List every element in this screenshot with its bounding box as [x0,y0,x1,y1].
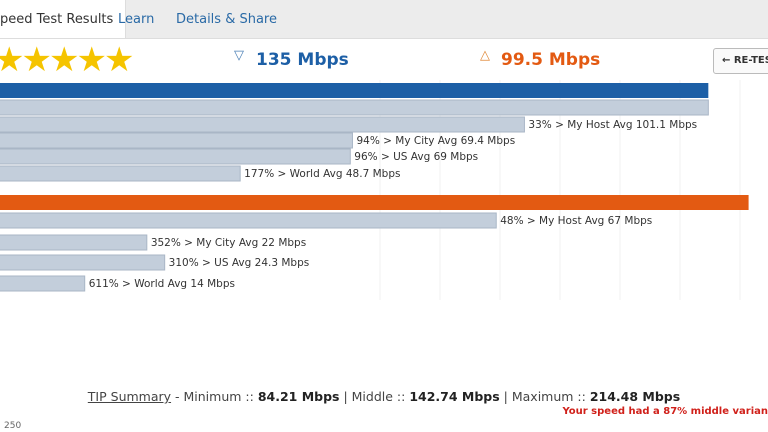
summary-value: 214.48 Mbps [589,389,681,404]
comparison-label: 48% > My Host Avg 67 Mbps [500,215,652,227]
summary: TIP Summary - Minimum :: 84.21 Mbps | Mi… [0,389,768,404]
summary-text: | Maximum :: [499,389,590,404]
summary-value: 142.74 Mbps [409,389,500,404]
summary-text: | Middle :: [339,389,410,404]
comparison-bar [0,275,86,292]
comparison-bar [0,254,166,271]
summary-value: 84.21 Mbps [257,389,340,404]
comparison-bar [0,116,525,133]
star: ★ [0,40,25,80]
comparison-label: 177% > World Avg 48.7 Mbps [244,168,400,180]
speed-bar [0,83,709,98]
comparison-bar [0,212,497,229]
tab-bar: peed Test Results Learn Details & Share [0,0,768,39]
tab[interactable]: Details & Share [176,12,277,27]
download-icon: ▽ [234,48,244,63]
retest-button[interactable]: ← RE-TES [713,48,768,74]
comparison-label: 611% > World Avg 14 Mbps [89,278,235,290]
axis-label: 250 [4,421,22,431]
summary-text: - Minimum :: [171,389,258,404]
comparison-label: 352% > My City Avg 22 Mbps [151,237,306,249]
comparison-bar [0,165,241,182]
download-speed: 135 Mbps [256,50,349,70]
comparison-bar [0,234,148,251]
comparison-bar [0,148,351,165]
rating-stars: ★★★★★ [0,40,135,80]
comparison-bar [0,99,709,116]
star: ★ [103,40,135,80]
upload-icon: △ [480,48,490,63]
star: ★ [21,40,52,80]
comparison-label: 33% > My Host Avg 101.1 Mbps [528,119,697,131]
comparison-bar [0,132,353,149]
variance-note: Your speed had a 87% middle varian [562,406,768,417]
comparison-label: 94% > My City Avg 69.4 Mbps [356,135,515,147]
tab[interactable]: Learn [118,12,155,27]
speed-bar [0,195,749,210]
comparison-label: 310% > US Avg 24.3 Mbps [169,257,310,269]
comparison-label: 96% > US Avg 69 Mbps [354,151,478,163]
star: ★ [76,40,107,80]
tab[interactable]: peed Test Results [0,0,127,38]
summary-link[interactable]: TIP Summary [87,389,172,404]
star: ★ [48,40,80,80]
upload-speed: 99.5 Mbps [501,50,601,70]
